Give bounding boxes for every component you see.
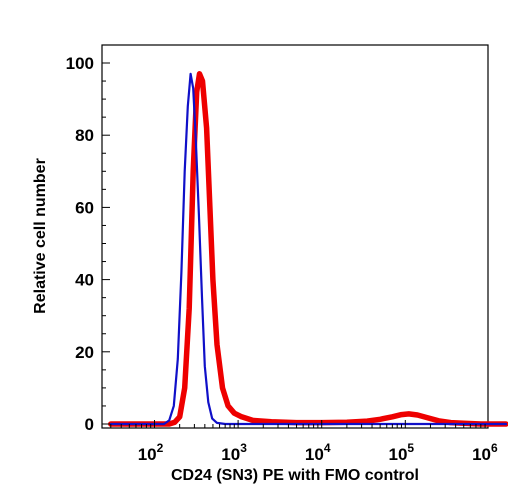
- y-axis: 0 20 40 60 80 100: [66, 54, 110, 434]
- y-tick-label: 20: [75, 343, 94, 362]
- x-tick-exponent: 2: [157, 441, 164, 455]
- x-tick-base: 10: [138, 445, 157, 464]
- x-tick-label: 103: [221, 441, 247, 464]
- y-tick-label: 40: [75, 271, 94, 290]
- x-tick-exponent: 4: [324, 441, 331, 455]
- series-line-2: [108, 71, 508, 427]
- plot-frame: [101, 44, 489, 429]
- x-tick-exponent: 6: [491, 441, 498, 455]
- x-axis-title: CD24 (SN3) PE with FMO control: [171, 467, 419, 484]
- y-tick-label: 0: [85, 415, 94, 434]
- x-tick-base: 10: [388, 445, 407, 464]
- y-tick-label: 80: [75, 126, 94, 145]
- series-layer: [108, 71, 508, 427]
- x-tick-base: 10: [305, 445, 324, 464]
- x-tick-label: 105: [388, 441, 414, 464]
- x-tick-exponent: 5: [407, 441, 414, 455]
- x-tick-label: 102: [138, 441, 164, 464]
- y-tick-label: 60: [75, 198, 94, 217]
- series-line-1: [109, 72, 508, 426]
- x-axis: 102 103 104 105 106: [110, 420, 498, 464]
- y-tick-label: 100: [66, 54, 94, 73]
- x-tick-label: 106: [472, 441, 498, 464]
- x-tick-base: 10: [221, 445, 240, 464]
- x-tick-label: 104: [305, 441, 331, 464]
- y-axis-title: Relative cell number: [32, 158, 49, 314]
- x-tick-base: 10: [472, 445, 491, 464]
- x-tick-exponent: 3: [240, 441, 247, 455]
